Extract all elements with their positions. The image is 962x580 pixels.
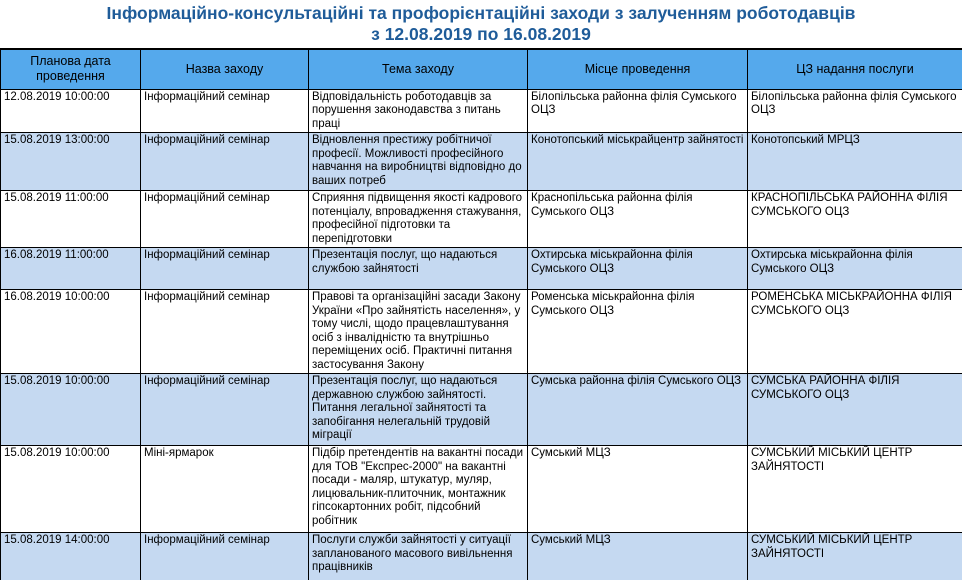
table-cell: СУМСЬКИЙ МІСЬКИЙ ЦЕНТР ЗАЙНЯТОСТІ (747, 445, 962, 533)
table-cell: Конотопський міськрайцентр зайнятості (527, 132, 748, 191)
header-row: Планова дата проведення Назва заходу Тема … (0, 48, 962, 90)
table-cell: Охтирська міськрайонна філія Сумського О… (747, 247, 962, 290)
table-cell: 15.08.2019 10:00:00 (0, 445, 141, 533)
column-header-2: Назва заходу (140, 48, 309, 90)
table-cell: Конотопський МРЦЗ (747, 132, 962, 191)
report-title-line2: з 12.08.2019 по 16.08.2019 (371, 24, 591, 44)
table-cell: Інформаційний семінар (140, 532, 309, 580)
table-cell: Інформаційний семінар (140, 132, 309, 191)
table-cell: Послуги служби зайнятості у ситуації зап… (308, 532, 528, 580)
table-cell: 16.08.2019 11:00:00 (0, 247, 141, 290)
column-header-1: Планова дата проведення (0, 48, 141, 90)
report-title-line1: Інформаційно-консультаційні та профорієн… (106, 3, 856, 23)
table-cell: Сприяння підвищення якості кадрового пот… (308, 190, 528, 248)
table-cell: Сумський МЦЗ (527, 445, 748, 533)
column-header-5: ЦЗ надання послуги (747, 48, 962, 90)
table-row: 15.08.2019 10:00:00 Міні-ярмарок Підбір пр… (0, 445, 962, 533)
table-cell: Інформаційний семінар (140, 190, 309, 248)
table-cell: 15.08.2019 10:00:00 (0, 373, 141, 446)
table-row: 15.08.2019 13:00:00 Інформаційний семінар… (0, 132, 962, 191)
table-cell: КРАСНОПІЛЬСЬКА РАЙОННА ФІЛІЯ СУМСЬКОГО О… (747, 190, 962, 248)
table-cell: Презентація послуг, що надаються службою… (308, 247, 528, 290)
table-cell: Краснопільська районна філія Сумського О… (527, 190, 748, 248)
table-row: 15.08.2019 14:00:00 Інформаційний семінар… (0, 532, 962, 580)
table-cell: Сумська районна філія Сумського ОЦЗ (527, 373, 748, 446)
report-title: Інформаційно-консультаційні та профорієн… (0, 0, 962, 45)
table-cell: Презентація послуг, що надаються державн… (308, 373, 528, 446)
table-cell: Міні-ярмарок (140, 445, 309, 533)
events-table: Планова дата проведення Назва заходу Тема … (0, 48, 962, 580)
table-row: 16.08.2019 11:00:00 Інформаційний семінар… (0, 247, 962, 290)
table-cell: 12.08.2019 10:00:00 (0, 88, 141, 133)
table-row: 16.08.2019 10:00:00 Інформаційний семінар… (0, 289, 962, 374)
table-cell: 16.08.2019 10:00:00 (0, 289, 141, 374)
table-cell: 15.08.2019 13:00:00 (0, 132, 141, 191)
table-cell: Роменська міськрайонна філія Сумського О… (527, 289, 748, 374)
table-cell: РОМЕНСЬКА МІСЬКРАЙОННА ФІЛІЯ СУМСЬКОГО О… (747, 289, 962, 374)
table-cell: Відповідальність роботодавців за порушен… (308, 88, 528, 133)
table-cell: Інформаційний семінар (140, 289, 309, 374)
table-cell: Відновлення престижу робітничої професії… (308, 132, 528, 191)
table-row: 12.08.2019 10:00:00 Інформаційний семінар… (0, 88, 962, 133)
column-header-3: Тема заходу (308, 48, 528, 90)
table-cell: Інформаційний семінар (140, 247, 309, 290)
table-cell: Сумський МЦЗ (527, 532, 748, 580)
table-cell: Інформаційний семінар (140, 373, 309, 446)
events-table-head: Планова дата проведення Назва заходу Тема … (0, 48, 962, 90)
table-cell: Правові та організаційні засади Закону У… (308, 289, 528, 374)
table-cell: 15.08.2019 14:00:00 (0, 532, 141, 580)
table-cell: Підбір претендентів на вакантні посади д… (308, 445, 528, 533)
events-table-body: 12.08.2019 10:00:00 Інформаційний семінар… (0, 88, 962, 580)
table-row: 15.08.2019 10:00:00 Інформаційний семінар… (0, 373, 962, 446)
table-cell: СУМСЬКА РАЙОННА ФІЛІЯ СУМСЬКОГО ОЦЗ (747, 373, 962, 446)
table-cell: СУМСЬКИЙ МІСЬКИЙ ЦЕНТР ЗАЙНЯТОСТІ (747, 532, 962, 580)
table-row: 15.08.2019 11:00:00 Інформаційний семінар… (0, 190, 962, 248)
table-cell: Інформаційний семінар (140, 88, 309, 133)
table-cell: Білопільська районна філія Сумського ОЦЗ (527, 88, 748, 133)
table-cell: 15.08.2019 11:00:00 (0, 190, 141, 248)
table-cell: Охтирська міськрайонна філія Сумського О… (527, 247, 748, 290)
table-cell: Білопільська районна філія Сумського ОЦЗ (747, 88, 962, 133)
column-header-4: Місце проведення (527, 48, 748, 90)
